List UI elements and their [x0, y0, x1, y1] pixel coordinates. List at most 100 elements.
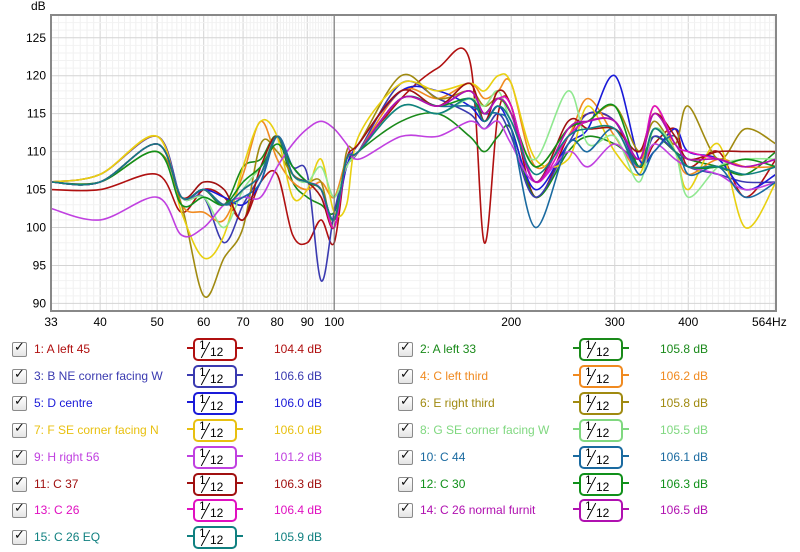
series-visible-checkbox[interactable]: ✓	[12, 528, 27, 546]
line-swatch-left	[187, 454, 195, 457]
series-name: 7: F SE corner facing N	[34, 422, 159, 437]
series-name: 1: A left 45	[34, 342, 91, 356]
series-level-value: 105.5 dB	[660, 422, 709, 437]
x-tick-label: 90	[301, 315, 315, 329]
line-swatch-right	[621, 508, 629, 511]
smoothing-numerator: 1	[585, 391, 592, 406]
smoothing-numerator: 1	[199, 526, 206, 541]
line-swatch-right	[235, 508, 243, 511]
smoothing-button[interactable]: 1 12	[573, 418, 629, 442]
series-visible-checkbox[interactable]: ✓	[12, 366, 27, 384]
series-visible-checkbox[interactable]: ✓	[12, 501, 27, 519]
smoothing-button[interactable]: 1 12	[573, 364, 629, 388]
smoothing-numerator: 1	[585, 445, 592, 460]
x-tick-label: 40	[93, 315, 107, 329]
smoothing-button[interactable]: 1 12	[187, 418, 243, 442]
series-visible-checkbox[interactable]: ✓	[12, 475, 27, 492]
smoothing-button[interactable]: 1 12	[187, 391, 243, 415]
smoothing-button[interactable]: 1 12	[573, 472, 629, 496]
checkmark-icon: ✓	[400, 366, 411, 382]
legend-row: ✓ 8: G SE corner facing W 1 12 105.5 dB	[398, 418, 778, 445]
smoothing-button[interactable]: 1 12	[187, 338, 243, 361]
checkmark-icon: ✓	[400, 340, 411, 355]
line-swatch-right	[621, 427, 629, 430]
checkmark-icon: ✓	[400, 420, 411, 436]
line-swatch-right	[235, 535, 243, 538]
series-visible-checkbox[interactable]: ✓	[12, 394, 27, 411]
legend-row: ✓ 7: F SE corner facing N 1 12 106.0 dB	[12, 418, 392, 445]
smoothing-numerator: 1	[199, 338, 206, 352]
plot-frame	[50, 14, 777, 312]
smoothing-denominator: 12	[210, 533, 224, 548]
legend-row: ✓ 3: B NE corner facing W 1 12 106.6 dB	[12, 364, 392, 391]
smoothing-button[interactable]: 1 12	[187, 472, 243, 496]
smoothing-denominator: 12	[210, 452, 224, 467]
series-level-value: 106.5 dB	[660, 503, 709, 518]
series-visible-checkbox[interactable]: ✓	[12, 421, 27, 438]
line-swatch-right	[235, 373, 243, 376]
checkmark-icon: ✓	[14, 366, 25, 382]
series-visible-checkbox[interactable]: ✓	[398, 501, 413, 519]
smoothing-denominator: 12	[210, 506, 224, 521]
line-swatch-right	[621, 400, 629, 403]
legend-row: ✓ 12: C 30 1 12 106.3 dB	[398, 472, 778, 499]
x-tick-label: 33	[44, 315, 58, 329]
checkmark-icon: ✓	[14, 340, 25, 355]
y-tick-label: 115	[27, 107, 46, 121]
x-tick-label: 100	[324, 315, 344, 329]
smoothing-numerator: 1	[585, 364, 592, 379]
series-name: 6: E right third	[420, 395, 495, 410]
smoothing-button[interactable]: 1 12	[187, 445, 243, 469]
series-level-value: 106.3 dB	[274, 476, 323, 491]
smoothing-numerator: 1	[199, 499, 206, 514]
plot-area	[51, 15, 776, 311]
series-level-value: 101.2 dB	[274, 449, 323, 464]
series-visible-checkbox[interactable]: ✓	[12, 340, 27, 357]
smoothing-button[interactable]: 1 12	[573, 499, 629, 523]
legend-row: ✓ 10: C 44 1 12 106.1 dB	[398, 445, 778, 472]
checkmark-icon: ✓	[400, 393, 411, 409]
series-level-value: 106.6 dB	[274, 368, 323, 383]
line-swatch-left	[573, 508, 581, 511]
smoothing-numerator: 1	[199, 364, 206, 379]
series-level-value: 106.1 dB	[660, 449, 709, 464]
series-visible-checkbox[interactable]: ✓	[398, 448, 413, 465]
smoothing-denominator: 12	[596, 479, 610, 494]
y-axis-label: dB	[31, 0, 46, 13]
legend-row: ✓ 13: C 26 1 12 106.4 dB	[12, 499, 392, 525]
line-swatch-left	[187, 400, 195, 403]
series-name: 13: C 26	[34, 503, 80, 518]
series-visible-checkbox[interactable]: ✓	[398, 420, 413, 438]
y-tick-label: 105	[26, 183, 46, 197]
smoothing-button[interactable]: 1 12	[573, 445, 629, 469]
series-visible-checkbox[interactable]: ✓	[12, 448, 27, 465]
smoothing-button[interactable]: 1 12	[573, 391, 629, 415]
series-level-value: 104.4 dB	[274, 342, 323, 356]
series-level-value: 106.2 dB	[660, 368, 709, 383]
smoothing-button[interactable]: 1 12	[573, 338, 629, 361]
smoothing-numerator: 1	[199, 472, 206, 487]
series-visible-checkbox[interactable]: ✓	[398, 393, 413, 411]
x-tick-label: 60	[197, 315, 211, 329]
series-name: 2: A left 33	[420, 342, 477, 356]
series-visible-checkbox[interactable]: ✓	[398, 474, 413, 492]
smoothing-denominator: 12	[210, 345, 224, 359]
smoothing-button[interactable]: 1 12	[187, 499, 243, 523]
y-tick-label: 125	[26, 31, 46, 45]
series-visible-checkbox[interactable]: ✓	[398, 366, 413, 384]
line-swatch-left	[187, 347, 195, 349]
series-level-value: 106.0 dB	[274, 422, 323, 437]
x-tick-label: 564Hz	[752, 315, 787, 329]
y-tick-label: 95	[33, 258, 47, 272]
line-swatch-right	[621, 347, 629, 349]
smoothing-numerator: 1	[585, 418, 592, 433]
smoothing-numerator: 1	[199, 445, 206, 460]
smoothing-button[interactable]: 1 12	[187, 526, 243, 550]
smoothing-button[interactable]: 1 12	[187, 364, 243, 388]
series-visible-checkbox[interactable]: ✓	[398, 340, 413, 357]
smoothing-denominator: 12	[596, 506, 610, 521]
checkmark-icon: ✓	[400, 474, 411, 490]
line-swatch-right	[235, 454, 243, 457]
checkmark-icon: ✓	[400, 501, 411, 517]
x-tick-label: 200	[501, 315, 521, 329]
